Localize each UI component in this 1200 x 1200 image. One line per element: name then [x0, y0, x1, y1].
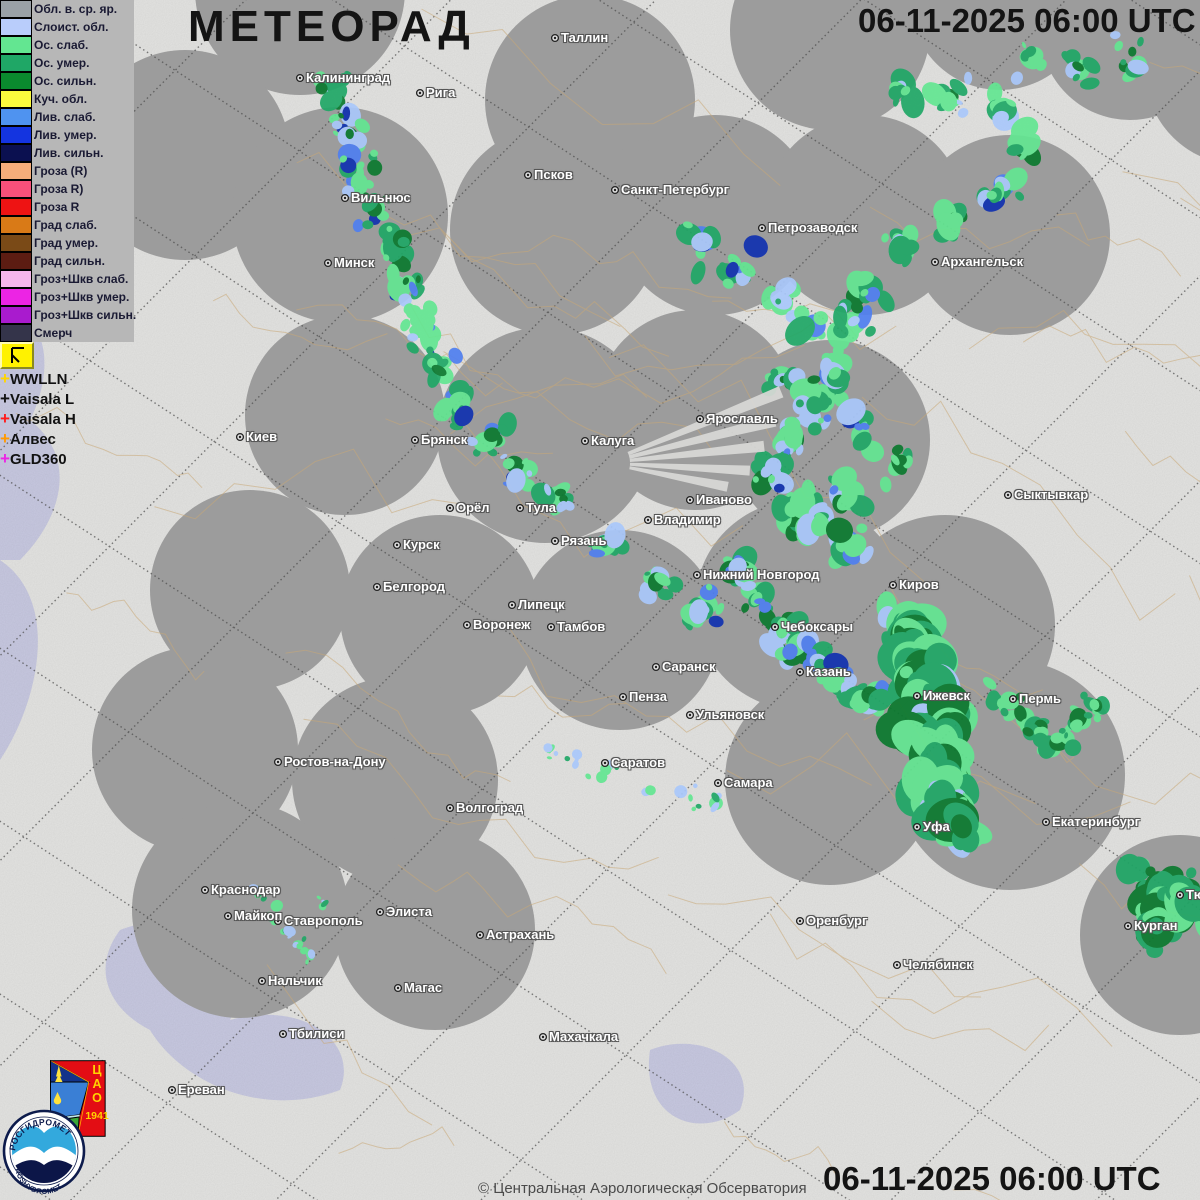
- svg-text:Ц: Ц: [92, 1063, 102, 1077]
- svg-text:А: А: [92, 1077, 101, 1091]
- svg-text:О: О: [92, 1091, 102, 1105]
- svg-text:1941: 1941: [85, 1110, 109, 1122]
